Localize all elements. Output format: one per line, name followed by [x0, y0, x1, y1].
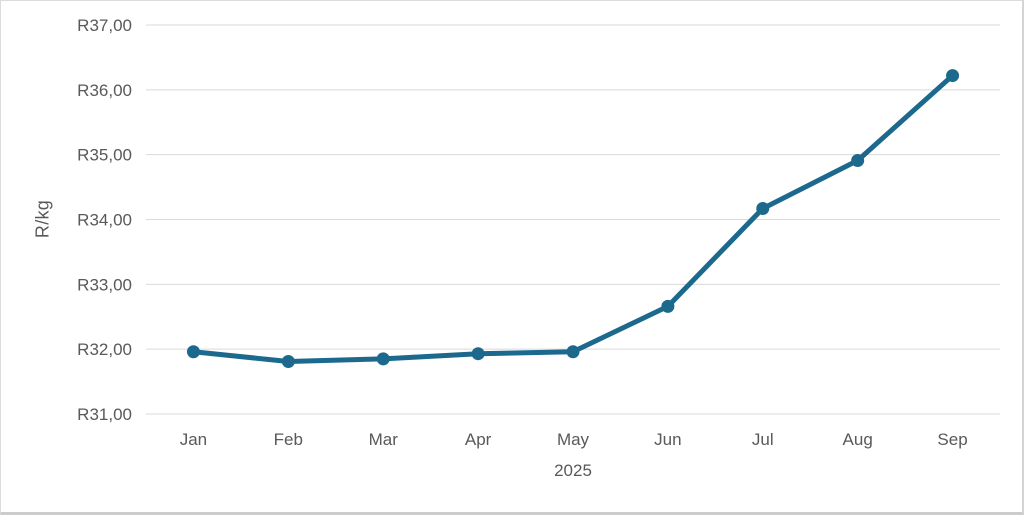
data-point — [566, 345, 580, 359]
y-tick-label: R32,00 — [77, 340, 132, 359]
data-point — [851, 154, 865, 168]
y-tick-label: R36,00 — [77, 81, 132, 100]
x-tick-label: Feb — [274, 430, 303, 449]
data-point — [186, 345, 200, 359]
y-tick-label: R34,00 — [77, 211, 132, 230]
y-axis-title: R/kg — [32, 199, 53, 239]
data-point — [946, 69, 960, 83]
x-tick-label: May — [557, 430, 590, 449]
x-tick-label: Sep — [937, 430, 967, 449]
x-tick-label: Jun — [654, 430, 681, 449]
y-tick-label: R37,00 — [77, 16, 132, 35]
x-tick-label: Jul — [752, 430, 774, 449]
x-tick-label: Apr — [465, 430, 492, 449]
y-tick-label: R33,00 — [77, 275, 132, 294]
y-tick-label: R35,00 — [77, 146, 132, 165]
series-line — [190, 73, 956, 364]
data-point — [661, 299, 675, 313]
data-point — [376, 352, 390, 366]
x-tick-label: Mar — [369, 430, 399, 449]
data-point — [281, 354, 295, 368]
data-point — [756, 201, 770, 215]
y-tick-label: R31,00 — [77, 405, 132, 424]
x-tick-label: Jan — [180, 430, 207, 449]
x-axis-group-label: 2025 — [554, 461, 592, 480]
x-tick-label: Aug — [843, 430, 873, 449]
data-point — [471, 347, 485, 361]
